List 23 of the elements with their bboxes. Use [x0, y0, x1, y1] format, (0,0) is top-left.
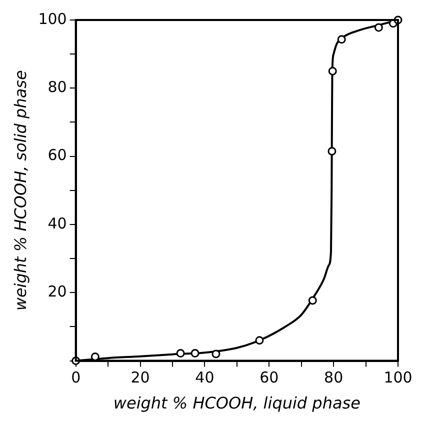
- x-axis-title: weight % HCOOH, liquid phase: [113, 394, 361, 413]
- point: [374, 23, 383, 32]
- point: [328, 66, 337, 76]
- y-tick-label: 40: [48, 214, 67, 232]
- point: [308, 296, 317, 305]
- x-tick-label: 60: [260, 368, 279, 387]
- x-tick-label: 0: [71, 368, 81, 387]
- x-tick-label: 20: [130, 368, 150, 387]
- point: [190, 349, 200, 358]
- y-axis-title: weight % HCOOH, solid phase: [10, 70, 30, 311]
- point: [90, 352, 100, 361]
- point: [176, 349, 185, 358]
- x-tick-label: 40: [195, 368, 214, 387]
- point: [328, 146, 336, 156]
- x-tick-label: 80: [324, 368, 344, 387]
- point: [212, 350, 220, 358]
- x-tick-label: 100: [384, 368, 412, 387]
- y-tick-label: 100: [38, 10, 67, 28]
- point: [337, 35, 346, 44]
- y-tick-label: 20: [48, 282, 67, 301]
- y-tick-label: 80: [48, 78, 67, 96]
- y-tick-label: 60: [48, 146, 67, 164]
- point: [255, 336, 264, 345]
